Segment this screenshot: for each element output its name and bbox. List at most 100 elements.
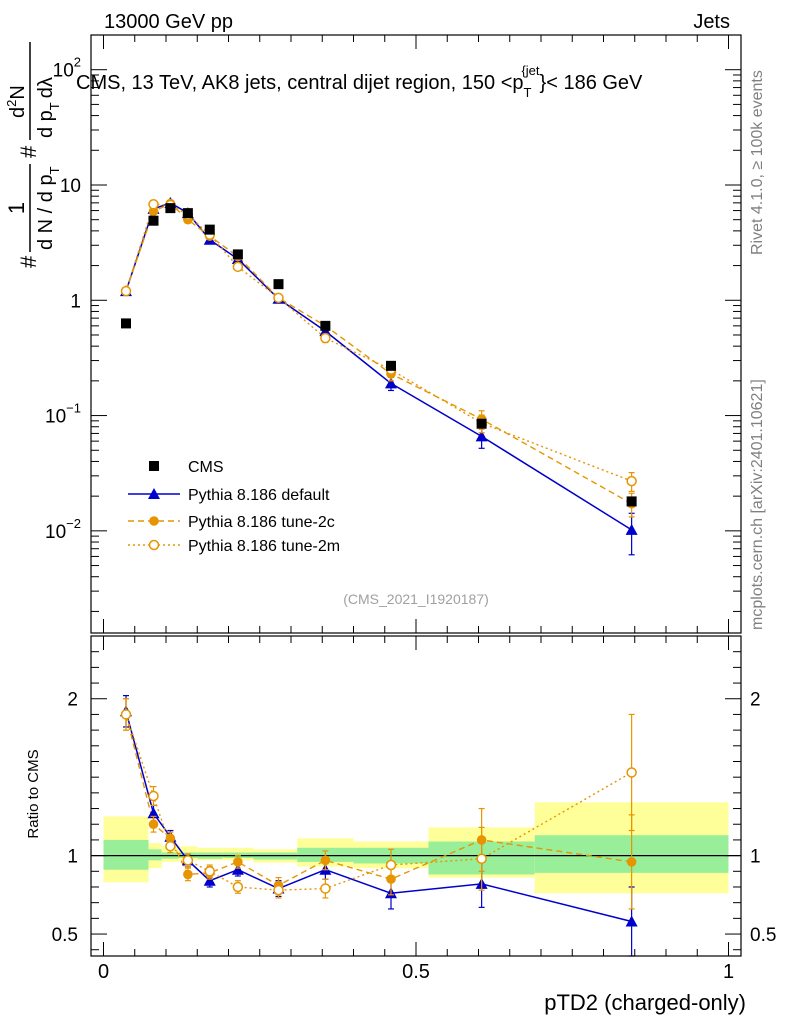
main-ytick-label-base: 10 xyxy=(60,176,81,197)
ratio-point-tune2c xyxy=(165,833,176,844)
ratio-point-tune2m xyxy=(273,884,284,896)
side-rivet-text: Rivet 4.1.0, ≥ 100k events xyxy=(749,70,766,255)
main-point-cms xyxy=(182,208,193,219)
main-ytick-label-exp: −1 xyxy=(66,401,81,416)
ratio-xtick-label: 0 xyxy=(98,961,109,983)
main-point-tune2m xyxy=(232,261,244,273)
side-mcplots-text: mcplots.cern.ch [arXiv:2401.10621] xyxy=(749,379,766,630)
legend-label-0: CMS xyxy=(188,459,224,476)
header-left: 13000 GeV pp xyxy=(104,11,233,33)
main-point-default xyxy=(475,430,488,442)
ylabel-frac2-num-d: d xyxy=(7,107,29,118)
main-ytick-label-base: 10 xyxy=(53,61,74,82)
ratio-ytick-label-right: 2 xyxy=(750,690,761,711)
ylabel-frac-num: 1 xyxy=(4,202,29,214)
legend-marker-tune2m xyxy=(148,539,160,551)
main-point-cms xyxy=(121,318,131,329)
ylabel-hash-1: # xyxy=(16,255,41,268)
ylabel-hash-2: # xyxy=(16,145,41,158)
ylabel-frac-den-main: d N / d p xyxy=(35,174,57,250)
main-point-tune2m xyxy=(320,332,331,344)
x-axis-label: pTD2 (charged-only) xyxy=(544,990,746,1015)
main-point-tune2c xyxy=(148,206,159,217)
main-point-cms xyxy=(204,224,215,235)
ratio-point-default xyxy=(625,915,638,927)
ratio-point-tune2m xyxy=(626,767,637,778)
ratio-point-default xyxy=(203,874,216,886)
ratio-point-tune2m xyxy=(148,790,159,802)
ratio-data-layer xyxy=(120,695,638,957)
ratio-frame xyxy=(90,635,742,957)
ylabel-frac-den-sub: T xyxy=(47,166,62,174)
main-ytick-label-base: 10 xyxy=(45,407,66,428)
main-point-cms xyxy=(165,203,176,214)
ratio-ytick-label-left: 2 xyxy=(67,690,78,711)
main-point-tune2m xyxy=(148,199,159,210)
main-ytick-label-base: 1 xyxy=(70,291,81,312)
main-ylabel: # 1 d N / d pT # d2N d pTdλ xyxy=(4,42,62,268)
ratio-point-tune2c xyxy=(320,855,331,866)
main-ytick-label-exp: 2 xyxy=(74,55,81,70)
ratio-point-tune2m xyxy=(320,883,331,894)
main-point-cms xyxy=(626,496,637,507)
main-ytick-label: 10−1 xyxy=(45,401,81,428)
main-point-cms xyxy=(232,249,243,260)
main-line-default xyxy=(125,202,633,531)
ratio-xtick-label: 0.5 xyxy=(402,961,430,983)
ratio-point-tune2c xyxy=(233,857,243,867)
main-point-cms xyxy=(386,360,396,371)
chart-title-main: CMS, 13 TeV, AK8 jets, central dijet reg… xyxy=(76,72,524,94)
ylabel-frac2-den-tail: dλ xyxy=(35,77,57,98)
main-point-cms xyxy=(148,215,159,226)
legend-marker-default xyxy=(148,488,160,499)
main-ytick-label: 10 xyxy=(60,176,81,197)
ratio-point-tune2m xyxy=(120,709,132,720)
ratio-point-tune2m xyxy=(385,859,397,871)
main-point-cms xyxy=(320,320,331,331)
ylabel-frac2-num-sup: 2 xyxy=(4,100,19,107)
main-ytick-label: 102 xyxy=(53,55,81,82)
main-point-default xyxy=(385,377,397,389)
main-line-tune2m xyxy=(125,203,632,482)
ratio-ytick-label-left: 0.5 xyxy=(52,925,78,946)
main-point-tune2m xyxy=(120,285,132,297)
ratio-band-inner xyxy=(148,849,162,861)
ratio-point-tune2c xyxy=(626,857,637,867)
legend-marker-cms xyxy=(149,461,159,471)
ratio-point-tune2m xyxy=(165,840,176,852)
ylabel-frac2-den: d pTdλ xyxy=(35,77,62,138)
ylabel-frac-den: d N / d pT xyxy=(35,166,62,250)
main-ytick-label-exp: −2 xyxy=(66,516,81,531)
ratio-xtick-label: 1 xyxy=(723,961,734,983)
ratio-ylabel: Ratio to CMS xyxy=(25,749,42,838)
legend-label-3: Pythia 8.186 tune-2m xyxy=(188,538,340,555)
main-ytick-label-base: 10 xyxy=(45,522,66,543)
chart-title-tail: }< 186 GeV xyxy=(540,72,644,94)
ratio-panel xyxy=(91,802,741,894)
ratio-point-tune2c xyxy=(183,869,193,880)
ratio-point-tune2m xyxy=(232,881,244,893)
main-ytick-label: 1 xyxy=(70,291,81,312)
main-ytick-label: 10−2 xyxy=(45,516,81,543)
chart-title-sub: T xyxy=(524,85,532,100)
legend-label-2: Pythia 8.186 tune-2c xyxy=(188,514,335,531)
ratio-point-tune2c xyxy=(148,819,159,830)
ratio-band-inner xyxy=(103,839,149,870)
main-point-tune2m xyxy=(626,475,637,487)
chart-title: CMS, 13 TeV, AK8 jets, central dijet reg… xyxy=(76,63,643,100)
ratio-line-tune2m xyxy=(125,714,632,891)
main-point-tune2m xyxy=(273,292,284,304)
main-data-layer xyxy=(120,196,638,556)
ratio-ytick-label-right: 0.5 xyxy=(750,925,776,946)
analysis-tag: (CMS_2021_I1920187) xyxy=(343,591,489,607)
main-point-cms xyxy=(476,418,487,429)
header-right: Jets xyxy=(693,11,730,33)
ratio-axes: 0.5 0.5 1 1 2 2 0 0.5 1 xyxy=(52,635,776,983)
main-point-default xyxy=(625,523,638,535)
ratio-point-tune2m xyxy=(476,853,487,864)
legend-marker-tune2c xyxy=(149,516,159,526)
ratio-point-tune2m xyxy=(204,866,215,877)
ylabel-frac2-num: d2N xyxy=(4,85,29,118)
